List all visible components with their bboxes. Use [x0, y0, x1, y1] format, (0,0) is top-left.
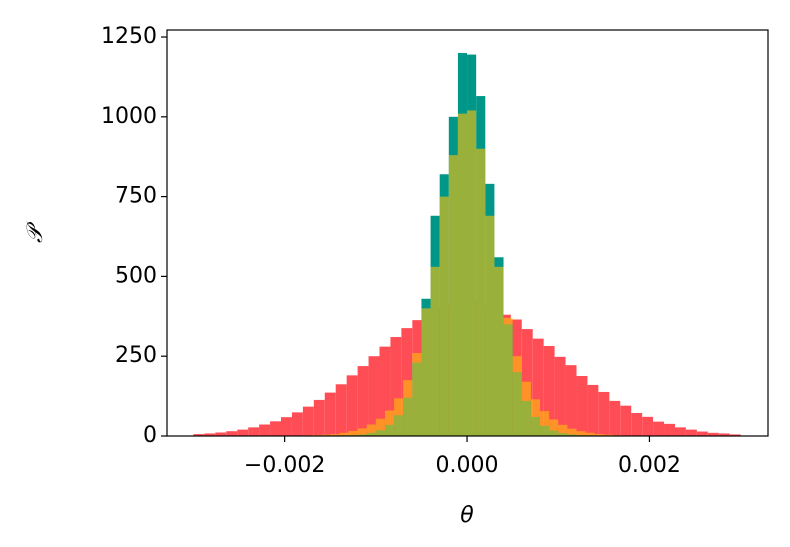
histogram-bar [609, 400, 621, 436]
histogram-bar [357, 428, 367, 436]
x-tick-label: −0.002 [244, 453, 325, 478]
histogram-bar [357, 366, 369, 436]
histogram-bar [603, 434, 613, 436]
histogram-bar [457, 113, 468, 436]
histogram-bar [664, 423, 675, 436]
y-tick-label: 500 [115, 263, 157, 288]
histogram-bar [567, 428, 577, 436]
histogram-bar [339, 432, 349, 436]
histogram-bar [494, 266, 504, 436]
histogram-bar [226, 431, 238, 436]
histogram-bar [620, 405, 632, 436]
histogram-bar [729, 434, 741, 436]
histogram-bar [521, 381, 531, 436]
histogram-bar [448, 155, 458, 436]
histogram-bar [302, 406, 314, 436]
x-tick-label: 0.000 [436, 453, 499, 478]
histogram-bar [335, 384, 347, 436]
histogram-bar [707, 432, 719, 436]
histogram-bar [259, 424, 271, 436]
histogram-bar [412, 353, 422, 436]
histogram-bar [512, 356, 522, 436]
histogram-bar [313, 399, 325, 436]
histogram-bar [598, 391, 610, 436]
histogram-bar [215, 432, 227, 436]
histogram-bar [642, 416, 654, 436]
histogram-bar [430, 266, 440, 436]
y-tick-label: 0 [143, 423, 157, 448]
histogram-bar [532, 338, 544, 436]
histogram-bar [503, 317, 513, 436]
histogram-bar [394, 398, 404, 436]
histogram-bar [653, 421, 665, 436]
histogram-bar [585, 432, 595, 436]
histogram-bar [576, 375, 588, 436]
y-tick-label: 750 [115, 184, 157, 209]
histogram-bar [439, 196, 449, 436]
histogram-bar [565, 365, 577, 436]
histogram-bar [631, 413, 643, 436]
y-tick-label: 1000 [101, 104, 157, 129]
y-tick-label: 250 [115, 343, 157, 368]
histogram-bar [390, 337, 402, 436]
histogram-bar [379, 346, 391, 436]
y-tick-label: 1250 [101, 24, 157, 49]
x-tick-label: 0.002 [618, 453, 681, 478]
histogram-bar [558, 424, 568, 436]
histogram-bar [193, 434, 205, 436]
histogram-bar [674, 427, 686, 436]
histogram-bar [587, 384, 599, 436]
histogram-bar [280, 417, 292, 436]
histogram-bar [237, 429, 249, 436]
histogram-bar [366, 424, 376, 436]
histogram-bar [330, 434, 340, 436]
x-axis-label: θ [460, 503, 474, 528]
histogram-bar [476, 148, 486, 437]
histogram-bar [384, 410, 395, 436]
histogram-bar [718, 433, 730, 436]
histogram-bar [554, 356, 566, 436]
y-axis-label: 𝒫 [23, 221, 48, 243]
histogram-bar [324, 392, 336, 436]
histogram-bar [467, 110, 477, 436]
histogram-bar [403, 380, 413, 436]
histogram-bar [549, 419, 559, 436]
histogram-bar [248, 427, 260, 436]
histogram-bar [291, 412, 303, 436]
histogram-bar [485, 215, 495, 436]
histogram-bar [368, 356, 380, 436]
histogram-bar [530, 399, 541, 436]
histogram-bar [348, 430, 358, 436]
histogram-bar [685, 429, 697, 436]
histogram-bar [540, 411, 550, 436]
histogram-bar [576, 431, 586, 436]
histogram-bar [696, 431, 708, 436]
histogram-bar [204, 433, 216, 436]
histogram-bar [346, 375, 358, 436]
histogram-bar [543, 345, 555, 436]
histogram-bar [375, 418, 385, 436]
histogram-bar [321, 434, 331, 436]
histogram-bar [421, 308, 431, 436]
histogram-bar [270, 421, 281, 436]
histogram-bar [594, 434, 604, 436]
